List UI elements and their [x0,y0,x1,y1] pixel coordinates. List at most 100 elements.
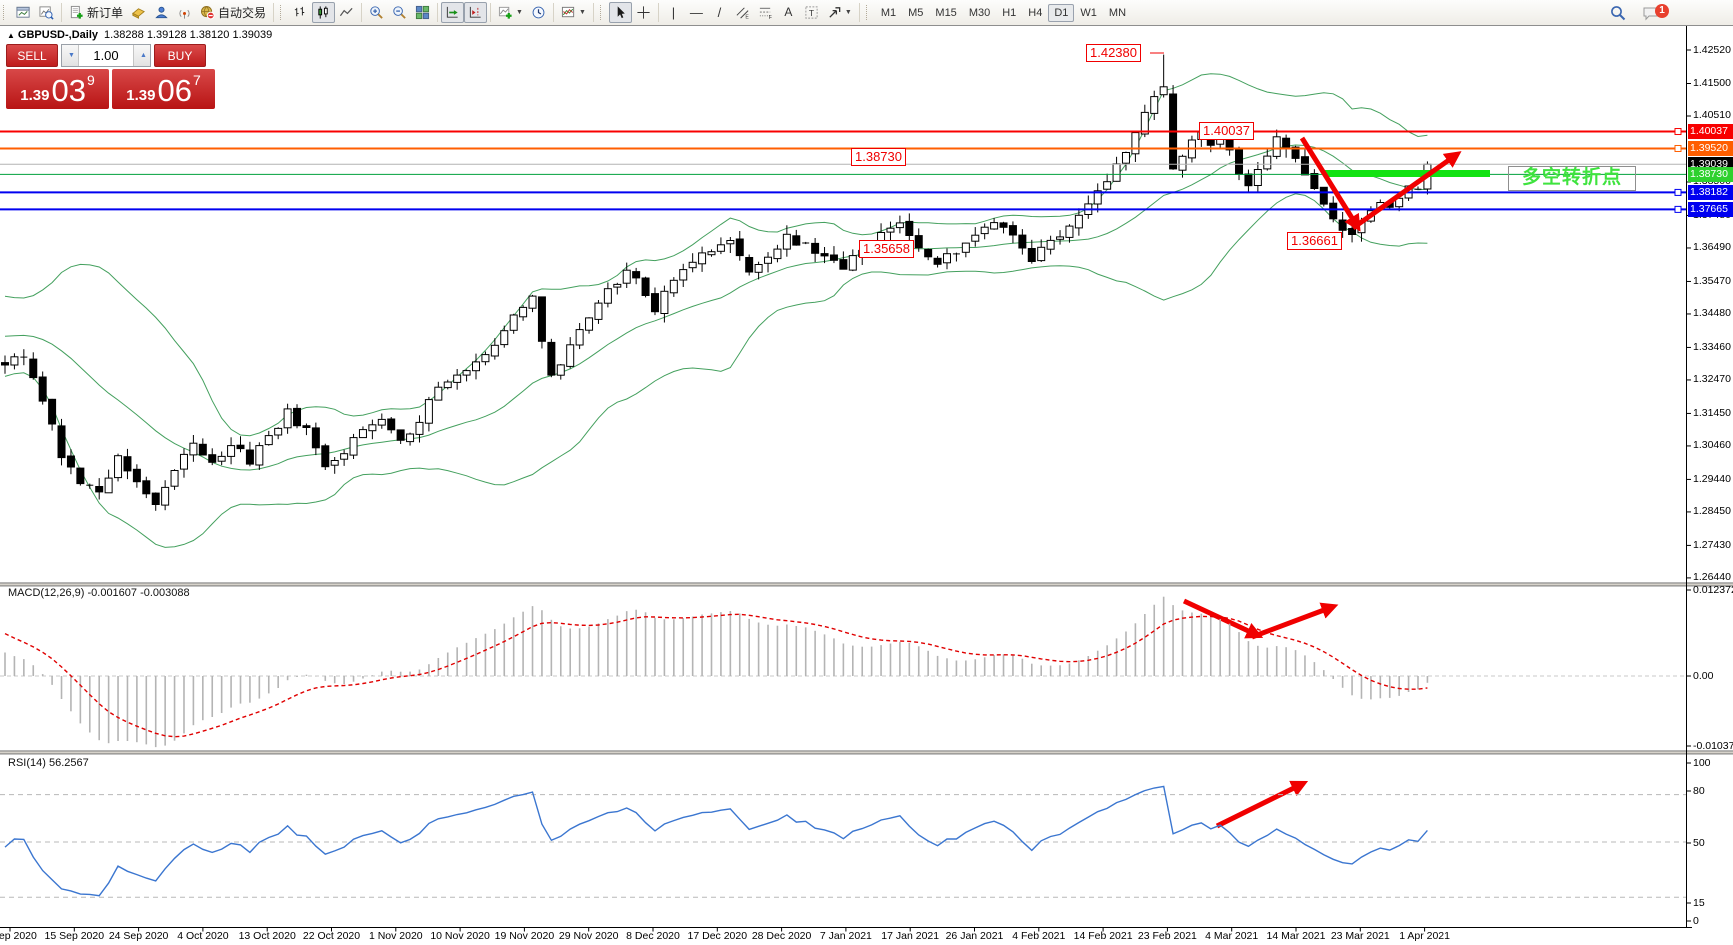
templates-button[interactable]: ▼ [557,2,590,23]
x-axis-label: 22 Oct 2020 [302,930,361,942]
timeframe-button-h1[interactable]: H1 [996,4,1022,22]
timeframe-button-m1[interactable]: M1 [875,4,902,22]
toolbar-grip[interactable] [280,5,286,20]
buy-price-display[interactable]: 1.39 06 7 [112,69,215,109]
line-chart-button[interactable] [335,2,358,23]
timeframe-button-h4[interactable]: H4 [1022,4,1048,22]
new-order-button[interactable]: 新订单 [65,2,127,23]
y-axis-label: 1.28450 [1693,505,1731,518]
ohlc-bars-icon [294,6,305,17]
auto-trading-label: 自动交易 [218,6,267,20]
timeframe-button-d1[interactable]: D1 [1048,4,1075,22]
signal-icon [179,9,190,19]
chart-profiles-button[interactable] [35,2,58,23]
x-axis-label: 7 Jan 2021 [819,930,872,942]
auto-scroll-button[interactable] [441,2,465,23]
toolbar-grip[interactable] [599,5,606,20]
text-tool-button[interactable]: A [777,2,800,23]
sell-button[interactable]: SELL [6,44,58,67]
search-button[interactable] [1606,2,1630,23]
sell-price-display[interactable]: 1.39 03 9 [6,69,109,109]
x-axis-label: 29 Nov 2020 [558,930,619,942]
chart-window-icon [16,6,30,18]
y-axis-label: 1.35470 [1693,274,1731,287]
period-clock-button[interactable] [527,2,550,23]
trendline-tool-button[interactable]: / [708,2,731,23]
volume-input[interactable] [79,45,133,66]
channel-tool-button[interactable]: E [731,2,754,23]
timeframe-button-group: M1 M5 M15 M30 H1 H4 D1 W1 MN [875,3,1132,22]
vertical-line-tool-button[interactable]: | [662,2,685,23]
timeframe-button-w1[interactable]: W1 [1074,4,1103,22]
toolbar-grip[interactable] [3,5,9,20]
toolbar-separator [490,3,492,22]
toolbar-separator [361,3,363,22]
shapes-tool-button[interactable]: ▼ [823,2,856,23]
buy-price-prefix: 1.39 [126,87,156,104]
zoom-out-button[interactable] [388,2,411,23]
x-axis-label: 13 Oct 2020 [238,930,296,942]
buy-button[interactable]: BUY [154,44,206,67]
crosshair-tool-button[interactable] [632,2,655,23]
symbol-title: GBPUSD-,Daily [17,29,98,41]
fibonacci-tool-button[interactable]: F [754,2,777,23]
search-icon [1611,5,1626,20]
volume-up-button[interactable]: ▲ [133,45,150,66]
price-callout[interactable]: 1.42380 [1086,44,1141,62]
chart-shift-icon [469,6,481,18]
price-callout[interactable]: 1.35658 [859,240,914,258]
y-axis-label: 1.42520 [1693,43,1731,56]
sell-price-prefix: 1.39 [20,87,50,104]
notifications-button[interactable]: 1 [1638,2,1669,23]
main-price-plot [0,52,1686,548]
horizontal-line-tool-button[interactable]: — [685,2,708,23]
auto-trading-button[interactable]: 自动交易 [196,2,270,23]
tile-windows-button[interactable] [411,2,434,23]
zoom-in-button[interactable] [365,2,388,23]
x-axis-label: 8 Dec 2020 [626,930,680,942]
y-axis-label: 1.36490 [1693,241,1731,254]
chart-shift-button[interactable] [464,2,488,23]
collapse-arrow-icon[interactable]: ▲ [7,31,15,40]
price-callout[interactable]: 1.38730 [851,148,906,166]
market-watch-button[interactable] [127,2,150,23]
svg-text:E: E [745,15,749,20]
timeframe-button-m5[interactable]: M5 [902,4,929,22]
toolbar-grip[interactable] [865,5,872,20]
x-axis-label: 1 Nov 2020 [368,930,423,942]
auto-scroll-icon [446,6,458,18]
y-axis-label: 1.30460 [1693,439,1731,452]
text-label-tool-button[interactable]: T [800,2,823,23]
indicators-button[interactable]: ▼ [494,2,527,23]
timeframe-button-m30[interactable]: M30 [963,4,996,22]
crosshair-icon [637,6,650,19]
volume-spinner: ▼ ▲ [61,44,151,67]
accounts-button[interactable] [150,2,173,23]
bar-chart-button[interactable] [289,2,312,23]
note-annotation[interactable]: 多空转折点 [1508,166,1636,191]
new-chart-window-button[interactable] [12,2,35,23]
price-callout[interactable]: 1.40037 [1199,122,1254,140]
volume-down-button[interactable]: ▼ [62,45,79,66]
y-axis-label: 1.41500 [1693,76,1731,89]
dropdown-caret-icon: ▼ [844,9,852,16]
x-axis-label: 14 Mar 2021 [1266,930,1326,942]
macd-axis-label: 0.012372 [1693,583,1733,596]
new-order-icon [70,5,83,19]
chart-header: ▲ GBPUSD-,Daily 1.38288 1.39128 1.38120 1.… [7,29,272,41]
candlestick-icon [318,6,328,19]
y-axis-label: 1.29440 [1693,472,1731,485]
rsi-axis-label: 15 [1693,896,1705,909]
timeframe-button-m15[interactable]: M15 [929,4,962,22]
timeframe-button-mn[interactable]: MN [1103,4,1132,22]
zoom-out-icon [393,6,406,19]
x-axis-label: 17 Dec 2020 [687,930,748,942]
x-axis-label: 14 Feb 2021 [1073,930,1133,942]
signals-button[interactable] [173,2,196,23]
x-axis-label: 23 Feb 2021 [1137,930,1197,942]
x-axis-label: 4 Mar 2021 [1205,930,1259,942]
candlestick-chart-button[interactable] [312,2,336,23]
price-callout[interactable]: 1.36661 [1287,232,1342,250]
cursor-tool-button[interactable] [608,2,632,23]
